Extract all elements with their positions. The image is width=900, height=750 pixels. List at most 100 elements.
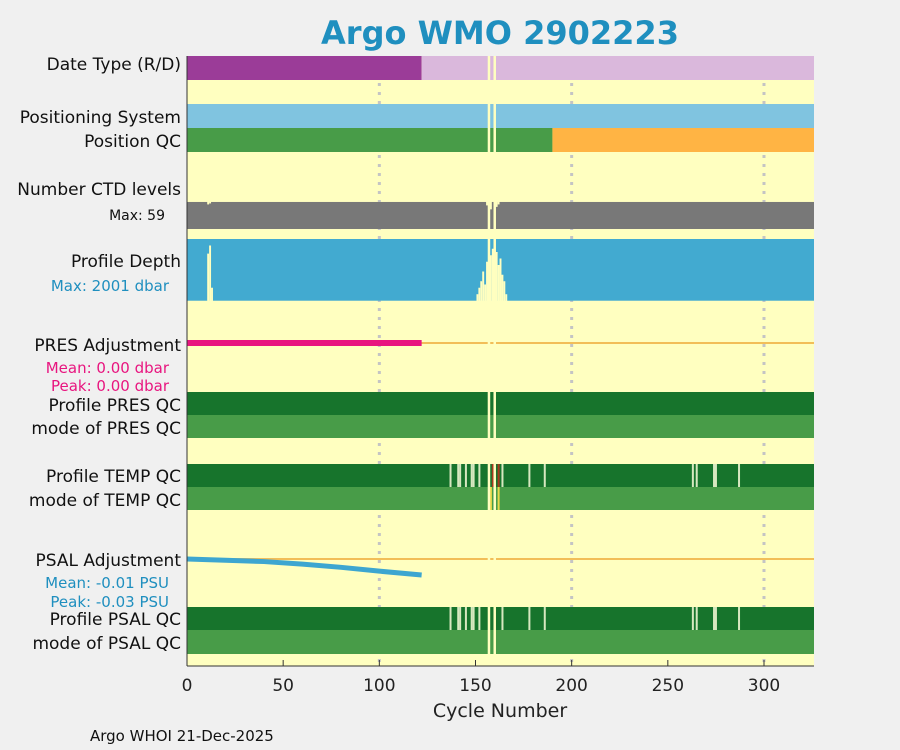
psal-qc-flag-186 — [543, 607, 546, 630]
footer-credit: Argo WHOI 21-Dec-2025 — [90, 727, 274, 745]
temp-mode-flag-158 — [489, 487, 492, 510]
label-profile-psal-qc: Profile PSAL QC — [50, 610, 181, 630]
x-axis: 0 50 100 150 200 250 300 — [182, 56, 814, 696]
position-qc-segment-warn — [552, 128, 814, 152]
psal-qc-flag-287 — [738, 607, 741, 630]
temp-qc-flag-263 — [691, 464, 694, 487]
profile-depth-dip — [207, 253, 210, 302]
psal-qc-flag-178 — [528, 607, 531, 630]
psal-qc-flag-141 — [457, 607, 460, 630]
pres-mean-annotation: Mean: 0.00 dbar — [46, 359, 170, 377]
psal-qc-flag-152 — [478, 607, 481, 630]
label-profile-temp-qc: Profile TEMP QC — [46, 467, 181, 487]
x-tick-label-200: 200 — [555, 676, 587, 696]
psal-mean-annotation: Mean: -0.01 PSU — [45, 574, 169, 592]
label-profile-pres-qc: Profile PRES QC — [48, 396, 181, 416]
data-type-segment-D — [421, 56, 814, 80]
x-tick-label-100: 100 — [363, 676, 395, 696]
x-axis-label: Cycle Number — [433, 700, 567, 722]
temp-qc-flag-149 — [472, 464, 475, 487]
psal-qc-flag-137 — [449, 607, 452, 630]
profile-depth-dip — [497, 264, 500, 302]
temp-qc-flag-159 — [491, 464, 494, 487]
temp-qc-flag-142 — [459, 464, 462, 487]
x-tick-label-50: 50 — [272, 676, 294, 696]
ctd-levels-dip — [489, 201, 492, 210]
profile-depth-dip — [501, 274, 504, 302]
profile-depth-dip — [476, 294, 479, 302]
label-mode-temp-qc: mode of TEMP QC — [29, 491, 181, 511]
temp-qc-flag-152 — [478, 464, 481, 487]
temp-qc-flag-287 — [738, 464, 741, 487]
temp-qc-flag-137 — [449, 464, 452, 487]
plot-area — [186, 56, 814, 666]
psal-qc-flag-149 — [472, 607, 475, 630]
profile-depth-dip — [480, 281, 483, 302]
psal-qc-flag-148 — [470, 607, 473, 630]
label-mode-psal-qc: mode of PSAL QC — [32, 634, 181, 654]
profile-depth-dip — [478, 287, 481, 302]
profile-depth-dip — [499, 258, 502, 302]
temp-qc-flag-162 — [497, 464, 500, 487]
temp-qc-flag-141 — [457, 464, 460, 487]
ctd-levels-dip — [497, 201, 500, 205]
psal-qc-flag-164 — [501, 607, 504, 630]
x-tick-label-250: 250 — [652, 676, 684, 696]
label-data-type: Date Type (R/D) — [47, 55, 181, 75]
ctd-levels-dip — [207, 201, 210, 205]
psal-qc-bar — [187, 607, 814, 630]
x-tick-label-0: 0 — [182, 676, 193, 696]
label-psal-adjustment: PSAL Adjustment — [36, 551, 182, 571]
profile-depth-dip — [491, 248, 494, 302]
profile-depth-dip — [505, 294, 508, 302]
temp-qc-flag-148 — [470, 464, 473, 487]
label-ctd-levels: Number CTD levels — [17, 180, 181, 200]
profile-depth-dip — [209, 245, 212, 302]
profile-depth-dip — [495, 251, 498, 302]
depth-max-annotation: Max: 2001 dbar — [51, 277, 170, 295]
chart-title: Argo WMO 2902223 — [321, 14, 679, 52]
x-tick-label-300: 300 — [748, 676, 780, 696]
pres-qc-mode-bar — [187, 415, 814, 438]
positioning-system-bar — [187, 104, 814, 128]
psal-qc-flag-265 — [695, 607, 698, 630]
temp-qc-flag-275 — [714, 464, 717, 487]
profile-depth-dip — [489, 255, 492, 302]
profile-depth-dip — [484, 284, 487, 302]
row-labels: Date Type (R/D) Positioning System Posit… — [17, 55, 181, 654]
label-pres-adjustment: PRES Adjustment — [34, 336, 181, 356]
ctd-levels-dip — [495, 201, 498, 207]
ctd-levels-dip — [486, 201, 488, 206]
temp-qc-flag-145 — [464, 464, 467, 487]
psal-qc-flag-263 — [691, 607, 694, 630]
temp-qc-mode-bar — [187, 487, 814, 510]
psal-qc-mode-bar — [187, 630, 814, 654]
ctd-levels-bars — [187, 201, 814, 229]
pres-qc-bar — [187, 392, 814, 415]
pres-peak-annotation: Peak: 0.00 dbar — [51, 377, 170, 395]
temp-qc-flag-265 — [695, 464, 698, 487]
psal-qc-flag-145 — [464, 607, 467, 630]
temp-qc-flag-274 — [713, 464, 716, 487]
label-profile-depth: Profile Depth — [71, 252, 181, 272]
x-tick-label-150: 150 — [459, 676, 491, 696]
psal-peak-annotation: Peak: -0.03 PSU — [50, 593, 169, 611]
label-mode-pres-qc: mode of PRES QC — [31, 419, 181, 439]
temp-qc-flag-164 — [501, 464, 504, 487]
psal-qc-flag-274 — [713, 607, 716, 630]
profile-depth-dip — [486, 261, 488, 302]
profile-depth-dip — [211, 287, 213, 302]
position-qc-segment-good — [187, 128, 553, 152]
data-type-segment-R — [187, 56, 422, 80]
psal-qc-flag-142 — [459, 607, 462, 630]
profile-depth-dip — [503, 281, 506, 302]
temp-qc-flag-178 — [528, 464, 531, 487]
ctd-max-annotation: Max: 59 — [109, 208, 165, 224]
temp-qc-flag-186 — [543, 464, 546, 487]
profile-depth-dip — [482, 271, 485, 302]
ctd-levels-dip — [209, 201, 212, 204]
label-positioning-system: Positioning System — [20, 108, 181, 128]
temp-qc-bar — [187, 464, 814, 487]
psal-adjustment-line — [186, 556, 422, 578]
